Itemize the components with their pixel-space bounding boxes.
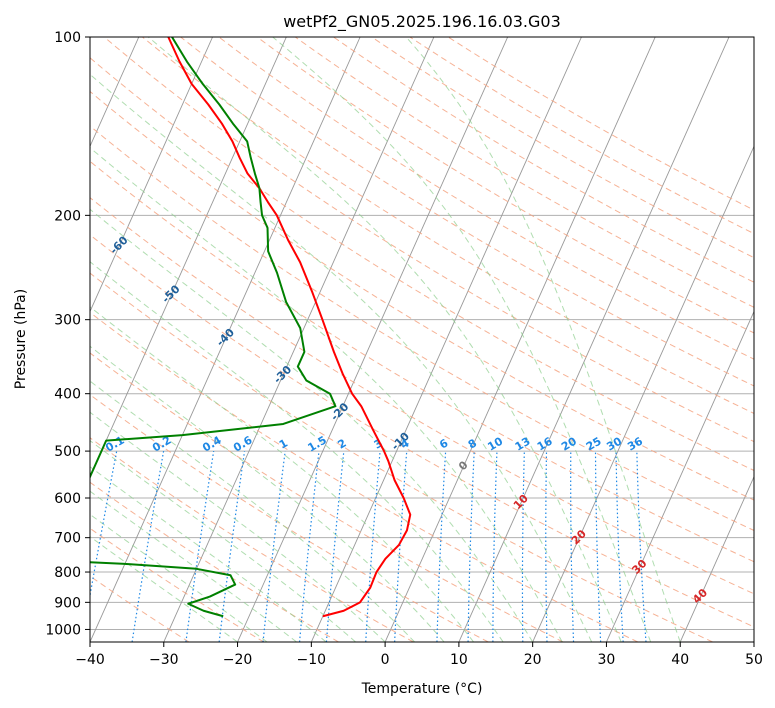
y-tick-label: 900 xyxy=(54,595,81,611)
x-tick-label: 30 xyxy=(598,652,616,668)
y-tick-label: 600 xyxy=(54,491,81,507)
dry-adiabat xyxy=(90,311,639,642)
x-tick-label: 50 xyxy=(745,652,763,668)
dry-adiabat xyxy=(90,160,754,563)
y-tick-label: 1000 xyxy=(45,622,81,638)
x-axis-ticks: −40 −30 −20 −10 0 10 20 30 40 50 xyxy=(75,642,763,668)
isotherm-gridline xyxy=(237,37,509,642)
plot-frame xyxy=(89,36,755,643)
dry-adiabat xyxy=(90,481,339,642)
x-tick-label: 20 xyxy=(524,652,542,668)
x-tick-label: 40 xyxy=(671,652,689,668)
moist-adiabat xyxy=(90,73,593,642)
x-axis-label: Temperature (°C) xyxy=(361,681,483,697)
dry-adiabat xyxy=(333,37,754,283)
dry-adiabat xyxy=(409,37,754,235)
isotherm-gridline xyxy=(163,37,435,642)
moist-adiabat xyxy=(90,147,563,642)
mixing-ratio-line xyxy=(90,450,118,599)
dry-adiabat xyxy=(90,125,754,532)
x-tick-label: −30 xyxy=(149,652,179,668)
y-tick-label: 200 xyxy=(54,208,81,224)
moist-adiabat xyxy=(90,380,415,642)
dry-adiabat xyxy=(90,527,265,642)
isotherm-gridlines xyxy=(90,37,754,642)
y-axis-ticks: 100 200 300 400 500 600 700 800 900 1000 xyxy=(45,30,90,638)
x-tick-label: −10 xyxy=(297,652,327,668)
mixing-ratio-line xyxy=(218,451,246,642)
x-tick-label: −20 xyxy=(223,652,253,668)
isotherm-gridline xyxy=(310,37,582,642)
dry-adiabat xyxy=(256,37,754,334)
dry-adiabat xyxy=(371,37,754,259)
isotherm-gridline xyxy=(606,310,754,642)
x-tick-label: 10 xyxy=(450,652,468,668)
y-tick-label: 300 xyxy=(54,313,81,329)
dry-adiabat xyxy=(180,37,754,387)
dry-adiabat xyxy=(90,234,754,628)
y-tick-label: 400 xyxy=(54,387,81,403)
temperature-profile-line xyxy=(167,37,412,618)
y-tick-label: 700 xyxy=(54,531,81,547)
isotherm-gridline xyxy=(90,37,287,478)
moist-adiabat xyxy=(405,37,681,642)
moist-adiabats xyxy=(90,37,681,642)
dry-adiabats xyxy=(90,37,754,642)
moist-adiabat xyxy=(90,306,475,642)
moist-adiabat xyxy=(147,37,622,642)
dry-adiabat xyxy=(142,37,754,415)
isotherm-gridline xyxy=(458,37,730,642)
isotherm-gridline xyxy=(679,475,754,642)
profile-series xyxy=(90,37,412,618)
moist-adiabat xyxy=(90,536,238,642)
mixing-ratio-line xyxy=(131,450,165,642)
dewpoint-profile-line xyxy=(90,37,337,618)
dry-adiabat xyxy=(90,90,754,501)
isotherm-gridline xyxy=(532,145,754,642)
dry-adiabat xyxy=(447,37,754,211)
x-tick-label: −40 xyxy=(75,652,105,668)
moist-adiabat xyxy=(90,513,268,642)
x-tick-label: 0 xyxy=(381,652,390,668)
moist-adiabat xyxy=(90,208,534,642)
isotherm-gridline xyxy=(90,37,213,313)
moist-adiabat xyxy=(272,37,652,642)
mixing-ratio-lines xyxy=(90,450,647,642)
moist-adiabat xyxy=(90,411,386,642)
mixing-ratio-line xyxy=(262,451,286,642)
dry-adiabat xyxy=(90,196,754,595)
y-axis-label: Pressure (hPa) xyxy=(13,289,29,389)
isotherm-gridline xyxy=(90,37,140,148)
mixing-ratio-line xyxy=(185,451,215,642)
y-tick-label: 800 xyxy=(54,565,81,581)
y-tick-label: 100 xyxy=(54,30,81,46)
y-tick-label: 500 xyxy=(54,444,81,460)
dry-adiabat xyxy=(218,37,754,360)
moist-adiabat xyxy=(90,440,356,642)
dry-adiabat xyxy=(90,352,564,642)
isotherm-gridline xyxy=(90,37,361,642)
dry-adiabat xyxy=(294,37,754,308)
chart-title: wetPf2_GN05.2025.196.16.03.G03 xyxy=(283,12,561,32)
moist-adiabat xyxy=(90,261,504,642)
isotherm-gridline xyxy=(384,37,656,642)
dry-adiabat xyxy=(90,272,713,642)
moist-adiabat xyxy=(90,490,297,642)
